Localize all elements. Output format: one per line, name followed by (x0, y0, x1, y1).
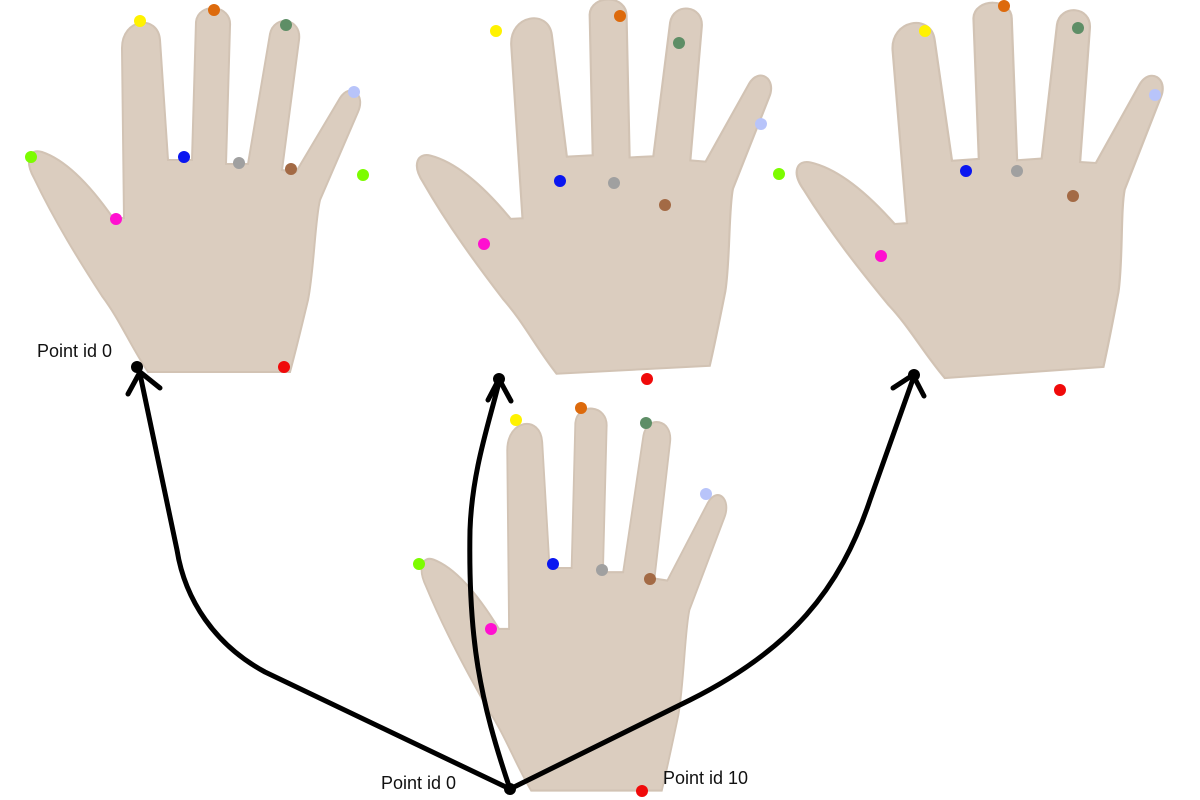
hand-silhouette (407, 0, 787, 382)
keypoint-red (636, 785, 648, 797)
keypoint-lime (413, 558, 425, 570)
keypoints-top-right (773, 0, 1161, 396)
keypoint-magenta (485, 623, 497, 635)
hand-silhouette (27, 7, 362, 373)
keypoint-gray (608, 177, 620, 189)
keypoint-orange (208, 4, 220, 16)
keypoint-gray (1011, 165, 1023, 177)
keypoint-yellow (919, 25, 931, 37)
keypoint-green (1072, 22, 1084, 34)
keypoint-brown (659, 199, 671, 211)
hand-top-left (27, 7, 362, 373)
keypoint-green (280, 19, 292, 31)
keypoint-orange (998, 0, 1010, 12)
keypoint-gray (596, 564, 608, 576)
arrow-to-top-left (137, 371, 513, 792)
keypoints-top-middle (357, 10, 767, 385)
keypoint-blue (554, 175, 566, 187)
keypoint-magenta (110, 213, 122, 225)
keypoints-top-left (25, 4, 360, 373)
keypoint-orange (575, 402, 587, 414)
keypoint-blue (178, 151, 190, 163)
keypoint-green (640, 417, 652, 429)
point-label-bottom-0: Point id 0 (381, 773, 456, 793)
keypoint-lime (357, 169, 369, 181)
point-label-bottom-10: Point id 10 (663, 768, 748, 788)
point-label-top-left: Point id 0 (37, 341, 112, 361)
keypoint-lavender (755, 118, 767, 130)
hand-top-middle (407, 0, 787, 382)
arrowhead-top-left (125, 369, 163, 397)
keypoint-brown (644, 573, 656, 585)
keypoint-blue (960, 165, 972, 177)
keypoint-red (278, 361, 290, 373)
arrow-to-top-middle (467, 379, 513, 792)
keypoint-blue (547, 558, 559, 570)
keypoint-yellow (490, 25, 502, 37)
keypoint-green (673, 37, 685, 49)
arrowhead-top-right (890, 372, 927, 399)
keypoint-red (1054, 384, 1066, 396)
hand-bottom-center (420, 407, 728, 792)
arrowhead-top-middle (485, 376, 514, 404)
keypoint-magenta (478, 238, 490, 250)
keypoint-red (641, 373, 653, 385)
correspondence-arrows (125, 369, 927, 792)
keypoint-lavender (1149, 89, 1161, 101)
keypoint-lime (773, 168, 785, 180)
arrow-to-top-right (507, 376, 916, 792)
keypoint-magenta (875, 250, 887, 262)
hand-silhouette (784, 0, 1183, 389)
keypoint-yellow (510, 414, 522, 426)
keypoint-lime (25, 151, 37, 163)
keypoint-lavender (700, 488, 712, 500)
keypoint-brown (285, 163, 297, 175)
hand-silhouette (420, 407, 728, 792)
keypoint-gray (233, 157, 245, 169)
keypoint-orange (614, 10, 626, 22)
keypoint-brown (1067, 190, 1079, 202)
keypoint-lavender (348, 86, 360, 98)
keypoint-yellow (134, 15, 146, 27)
hand-top-right (784, 0, 1183, 389)
